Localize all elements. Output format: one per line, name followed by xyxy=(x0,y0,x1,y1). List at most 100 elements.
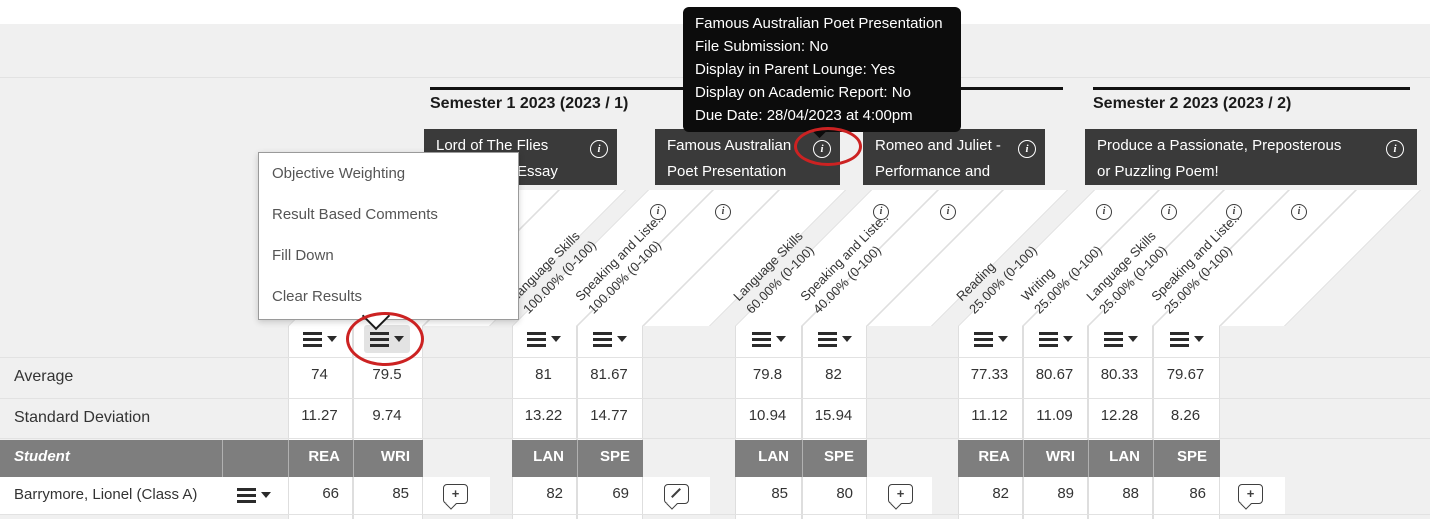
assessment-title: Essay xyxy=(517,163,558,180)
assessment-title: or Puzzling Poem! xyxy=(1097,163,1219,180)
info-icon[interactable]: i xyxy=(1386,140,1404,158)
average-value: 77.33 xyxy=(970,366,1009,383)
info-icon[interactable]: i xyxy=(715,204,731,220)
result-column xyxy=(1023,326,1088,519)
hamburger-icon xyxy=(818,337,837,341)
result-cell[interactable]: 69 xyxy=(612,485,629,502)
header-separator xyxy=(288,440,289,477)
edit-comment-icon[interactable] xyxy=(664,484,689,504)
hamburger-icon xyxy=(527,337,546,341)
info-icon[interactable]: i xyxy=(1096,204,1112,220)
info-icon[interactable]: i xyxy=(873,204,889,220)
hamburger-icon xyxy=(303,337,322,341)
average-value: 82 xyxy=(825,366,842,383)
column-code: REA xyxy=(308,448,340,465)
chevron-down-icon xyxy=(617,336,627,342)
stddev-value: 11.09 xyxy=(1036,407,1073,424)
student-row-menu-button[interactable] xyxy=(231,481,277,509)
assessment-title: Romeo and Juliet - xyxy=(875,137,1001,154)
annotation-circle-info-icon xyxy=(794,127,862,166)
column-code: WRI xyxy=(1045,448,1075,465)
info-icon[interactable]: i xyxy=(1018,140,1036,158)
result-cell[interactable]: 82 xyxy=(546,485,563,502)
assessment-title: Famous Australian xyxy=(667,137,792,154)
column-code: SPE xyxy=(599,448,630,465)
info-icon[interactable]: i xyxy=(590,140,608,158)
stddev-value: 9.74 xyxy=(372,407,402,424)
result-column xyxy=(512,326,577,519)
assessment-header: Produce a Passionate, Preposterous or Pu… xyxy=(1085,129,1417,185)
hamburger-icon xyxy=(237,493,256,497)
average-value: 79.67 xyxy=(1166,366,1205,383)
table-header-row xyxy=(958,440,1220,477)
column-menu-button[interactable] xyxy=(1164,325,1210,353)
header-separator xyxy=(353,440,354,477)
chevron-down-icon xyxy=(261,492,271,498)
hamburger-icon xyxy=(1104,337,1123,341)
student-name[interactable]: Barrymore, Lionel (Class A) xyxy=(14,486,198,503)
header-separator xyxy=(802,440,803,477)
row-divider xyxy=(0,398,1430,399)
add-comment-icon[interactable]: + xyxy=(1238,484,1263,504)
column-menu-button[interactable] xyxy=(746,325,792,353)
column-context-menu: Objective Weighting Result Based Comment… xyxy=(258,152,519,320)
tooltip-title: Famous Australian Poet Presentation xyxy=(695,15,943,32)
column-menu-button[interactable] xyxy=(812,325,858,353)
menu-item-clear-results[interactable]: Clear Results xyxy=(272,288,363,305)
tooltip-line: Display on Academic Report: No xyxy=(695,84,911,101)
column-menu-button[interactable] xyxy=(1033,325,1079,353)
result-cell[interactable]: 86 xyxy=(1189,485,1206,502)
column-menu-button[interactable] xyxy=(521,325,567,353)
column-code: LAN xyxy=(533,448,564,465)
hamburger-icon xyxy=(593,337,612,341)
add-comment-icon[interactable]: + xyxy=(443,484,468,504)
stddev-value: 10.94 xyxy=(748,407,787,424)
info-icon[interactable]: i xyxy=(650,204,666,220)
assessment-title: Produce a Passionate, Preposterous xyxy=(1097,137,1342,154)
menu-item-objective-weighting[interactable]: Objective Weighting xyxy=(272,165,406,182)
column-menu-button[interactable] xyxy=(968,325,1014,353)
result-cell[interactable]: 89 xyxy=(1057,485,1074,502)
column-code: REA xyxy=(978,448,1010,465)
column-menu-button[interactable] xyxy=(1098,325,1144,353)
result-column xyxy=(288,326,353,519)
row-divider xyxy=(0,514,1430,515)
chevron-down-icon xyxy=(842,336,852,342)
chevron-down-icon xyxy=(998,336,1008,342)
chevron-down-icon xyxy=(1063,336,1073,342)
stddev-value: 13.22 xyxy=(524,407,563,424)
pencil-icon xyxy=(671,488,681,498)
result-cell[interactable]: 85 xyxy=(392,485,409,502)
hamburger-icon xyxy=(1170,337,1189,341)
table-header-row xyxy=(512,440,643,477)
menu-item-result-based-comments[interactable]: Result Based Comments xyxy=(272,206,438,223)
info-icon[interactable]: i xyxy=(1291,204,1307,220)
column-menu-button[interactable] xyxy=(297,325,343,353)
header-separator xyxy=(222,440,223,477)
column-code: WRI xyxy=(380,448,410,465)
result-cell[interactable]: 82 xyxy=(992,485,1009,502)
info-icon[interactable]: i xyxy=(1161,204,1177,220)
info-icon[interactable]: i xyxy=(1226,204,1242,220)
chevron-down-icon xyxy=(1194,336,1204,342)
add-comment-icon[interactable]: + xyxy=(888,484,913,504)
semester-2-divider xyxy=(1093,87,1410,90)
result-cell[interactable]: 66 xyxy=(322,485,339,502)
result-cell[interactable]: 85 xyxy=(771,485,788,502)
result-column xyxy=(577,326,643,519)
info-icon[interactable]: i xyxy=(940,204,956,220)
chevron-down-icon xyxy=(551,336,561,342)
column-menu-button[interactable] xyxy=(587,325,633,353)
row-divider xyxy=(0,438,1430,439)
header-separator xyxy=(1088,440,1089,477)
column-code: LAN xyxy=(1109,448,1140,465)
stddev-row-label: Standard Deviation xyxy=(14,409,151,426)
menu-item-fill-down[interactable]: Fill Down xyxy=(272,247,334,264)
result-cell[interactable]: 80 xyxy=(836,485,853,502)
stddev-value: 12.28 xyxy=(1100,407,1139,424)
result-cell[interactable]: 88 xyxy=(1122,485,1139,502)
average-value: 81.67 xyxy=(590,366,628,383)
stddev-value: 14.77 xyxy=(590,407,628,424)
table-header-row xyxy=(735,440,867,477)
